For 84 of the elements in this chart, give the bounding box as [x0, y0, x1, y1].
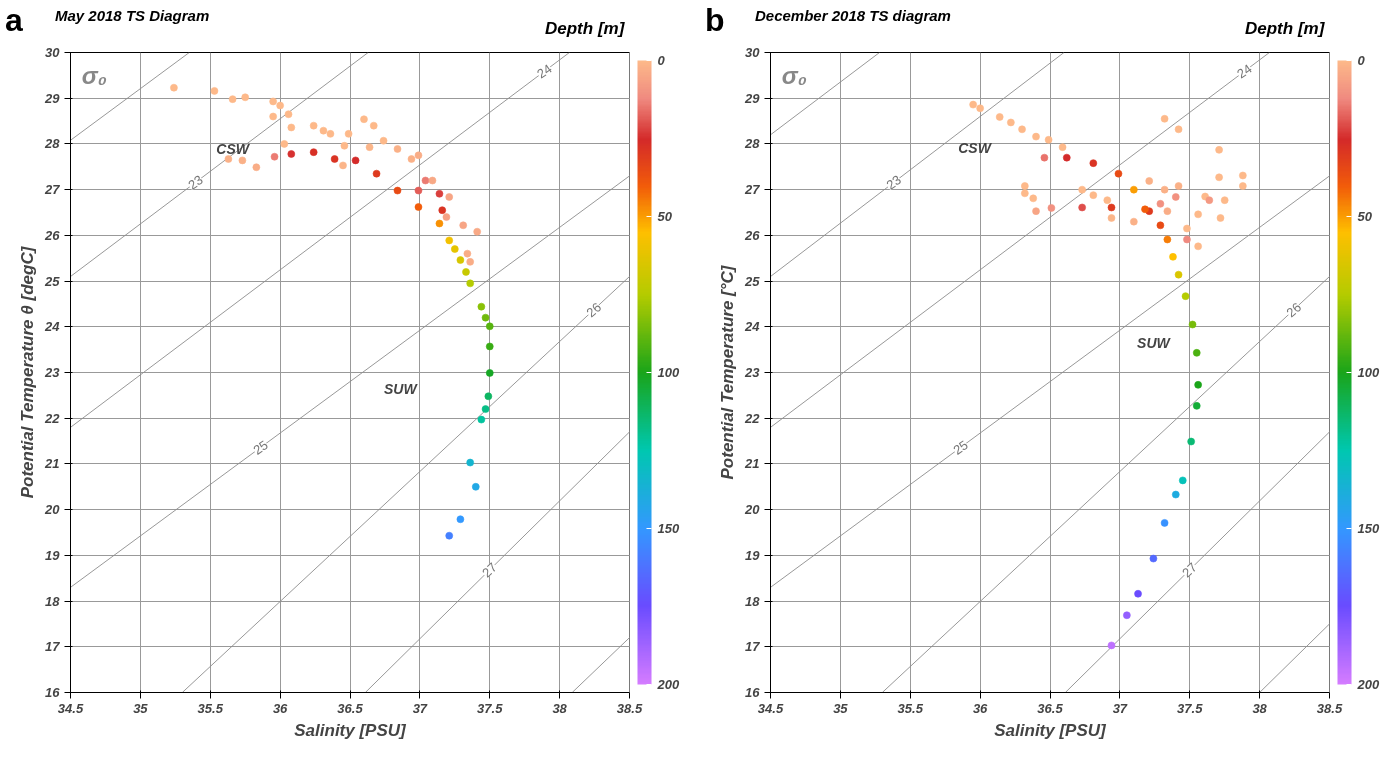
y-tick-label: 27: [744, 182, 761, 198]
x-tick-label: 35: [133, 700, 149, 716]
x-tick-label: 37: [412, 700, 428, 716]
x-axis-title: Salinity [PSU]: [294, 720, 408, 740]
text: 27: [1179, 559, 1200, 581]
y-tick-label: 21: [744, 456, 760, 472]
annotation: CSW: [958, 139, 993, 156]
color-bar-label: 200: [656, 677, 680, 692]
x-tick-label: 38.5: [1316, 700, 1343, 716]
x-tick-label: 37.5: [477, 700, 504, 716]
y-tick-label: 19: [45, 547, 61, 563]
x-tick-label: 37.5: [1177, 700, 1204, 716]
annotation: σ₀: [81, 62, 108, 90]
y-tick-label: 27: [44, 182, 61, 198]
y-tick-label: 22: [744, 410, 761, 426]
y-tick-label: 16: [45, 685, 61, 700]
text: 24: [534, 60, 555, 82]
chart-title: December 2018 TS diagram: [755, 6, 951, 26]
y-tick-label: 18: [745, 593, 761, 609]
y-tick-label: 20: [44, 502, 61, 518]
y-tick-label: 29: [44, 90, 61, 106]
y-tick-label: 23: [44, 365, 61, 380]
y-tick-label: 30: [745, 45, 761, 60]
color-bar-label: 150: [1357, 521, 1380, 536]
color-bar-label: 0: [657, 53, 666, 68]
x-tick-label: 38.5: [616, 700, 643, 716]
color-bar-label: 100: [657, 365, 680, 380]
y-tick-label: 16: [745, 685, 761, 700]
text: 26: [1283, 299, 1305, 321]
x-tick-label: 36: [272, 700, 289, 716]
annotation: CSW: [216, 141, 251, 158]
text: 27: [479, 559, 500, 581]
annotation: SUW: [383, 381, 419, 398]
y-tick-label: 20: [744, 502, 761, 518]
y-tick-label: 19: [745, 547, 761, 563]
annotation: σ₀: [781, 62, 808, 90]
annotation: SUW: [1137, 335, 1172, 352]
y-tick-label: 21: [44, 456, 60, 472]
x-tick-label: 34.5: [57, 700, 84, 716]
y-tick-label: 30: [45, 45, 61, 60]
x-tick-label: 34.5: [757, 700, 784, 716]
y-tick-label: 18: [45, 593, 61, 609]
x-tick-label: 37: [1112, 700, 1128, 716]
x-tick-label: 36.5: [1037, 700, 1064, 716]
x-tick-label: 35: [833, 700, 849, 716]
y-axis-title: Potential Temperature [°C]: [718, 264, 738, 480]
x-tick-label: 38: [552, 700, 568, 716]
y-tick-label: 25: [44, 273, 61, 289]
color-bar-title: Depth [m]: [1245, 18, 1325, 40]
y-tick-label: 25: [744, 273, 761, 289]
y-tick-label: 23: [744, 365, 761, 380]
y-tick-label: 28: [744, 136, 761, 152]
x-tick-label: 35.5: [197, 700, 224, 716]
color-bar-label: 150: [657, 521, 680, 536]
text: 25: [950, 437, 971, 458]
color-bar-label: 200: [1356, 677, 1380, 692]
text: b: [705, 2, 725, 38]
x-axis-title: Salinity [PSU]: [994, 720, 1108, 740]
x-tick-label: 38: [1252, 700, 1268, 716]
x-tick-label: 36.5: [337, 700, 364, 716]
x-tick-label: 36: [972, 700, 989, 716]
text: 24: [1234, 60, 1255, 82]
y-tick-label: 17: [45, 639, 61, 655]
y-tick-label: 24: [744, 319, 761, 335]
y-tick-label: 22: [44, 410, 61, 426]
y-tick-label: 17: [745, 639, 761, 655]
y-tick-label: 29: [744, 90, 761, 106]
text: 23: [185, 172, 206, 193]
y-tick-label: 26: [744, 227, 761, 243]
y-tick-label: 24: [44, 319, 61, 335]
text: 26: [583, 299, 605, 321]
y-tick-label: 28: [44, 136, 61, 152]
chart-title: May 2018 TS Diagram: [55, 6, 210, 26]
color-bar-label: 0: [1357, 53, 1366, 68]
text: 23: [883, 172, 905, 193]
y-axis-title: Potential Temperature θ [degC]: [18, 245, 38, 499]
color-bar-label: 50: [657, 209, 673, 224]
color-bar-label: 50: [1357, 209, 1373, 224]
color-bar-label: 100: [1357, 365, 1380, 380]
x-tick-label: 35.5: [897, 700, 924, 716]
y-tick-label: 26: [44, 227, 61, 243]
color-bar-title: Depth [m]: [545, 18, 625, 40]
text: a: [5, 2, 23, 38]
text: 25: [250, 437, 271, 458]
